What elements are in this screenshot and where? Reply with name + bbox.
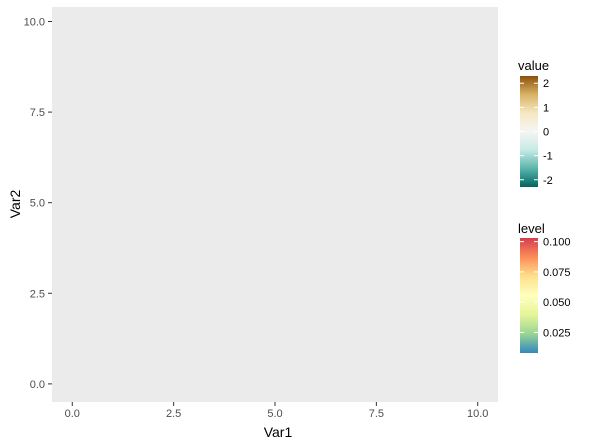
legend-label: 0.025: [543, 327, 571, 339]
panel-background-fill: [52, 7, 498, 402]
x-axis-title: Var1: [264, 424, 293, 440]
y-axis-title: Var2: [7, 190, 23, 219]
legend-label: 2: [543, 78, 549, 90]
y-tick-label: 2.5: [30, 288, 45, 300]
legend-level-title: level: [518, 221, 545, 236]
legend-value: value 2 1 0 -1 -2: [518, 58, 553, 187]
y-tick-label: 0.0: [30, 379, 45, 391]
x-axis: 0.0 2.5 5.0 7.5 10.0: [65, 402, 488, 420]
x-tick-label: 10.0: [467, 408, 488, 420]
x-tick-label: 0.0: [65, 408, 80, 420]
legend-label: 0.075: [543, 267, 571, 279]
legend-colorbar: [520, 238, 538, 353]
legend-label: 1: [543, 102, 549, 114]
x-tick-label: 7.5: [369, 408, 384, 420]
y-tick-label: 5.0: [30, 198, 45, 210]
x-tick-label: 5.0: [267, 408, 282, 420]
plot-panel: [52, 7, 498, 402]
x-tick-label: 2.5: [166, 408, 181, 420]
legend-label: 0.050: [543, 297, 571, 309]
legend-level: level 0.100 0.075 0.050 0.025: [518, 221, 571, 353]
legend-label: 0.100: [543, 237, 571, 249]
y-tick-label: 7.5: [30, 107, 45, 119]
legend-label: -2: [543, 175, 553, 187]
legend-colorbar: [520, 76, 538, 187]
y-axis: 0.0 2.5 5.0 7.5 10.0: [24, 16, 52, 391]
legend-value-title: value: [518, 58, 549, 73]
legend-label: -1: [543, 151, 553, 163]
y-tick-label: 10.0: [24, 16, 45, 28]
legend-label: 0: [543, 127, 549, 139]
